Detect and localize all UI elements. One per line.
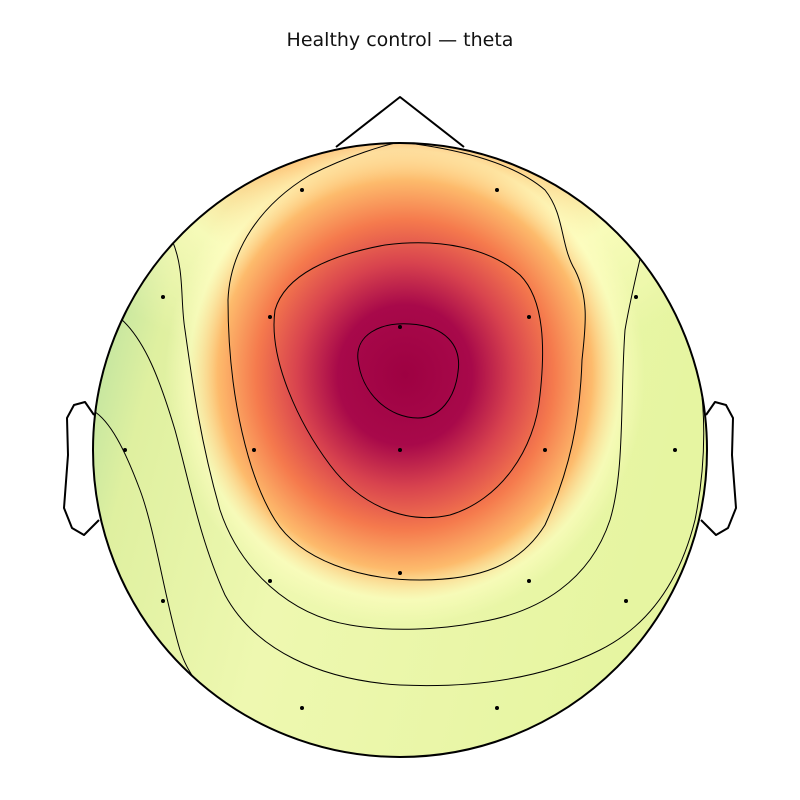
- sensor-14: [268, 579, 272, 583]
- contour-1: [357, 323, 460, 419]
- sensor-1: [300, 188, 304, 192]
- nose-outline: [335, 96, 465, 148]
- sensor-11: [543, 448, 547, 452]
- contour-2: [273, 242, 544, 519]
- head-outline: [92, 142, 708, 758]
- sensor-4: [268, 315, 272, 319]
- sensor-19: [495, 706, 499, 710]
- sensor-8: [123, 448, 127, 452]
- sensor-12: [673, 448, 677, 452]
- topomap-field: [93, 143, 707, 757]
- sensor-7: [634, 295, 638, 299]
- contour-5: [119, 317, 705, 687]
- sensor-18: [300, 706, 304, 710]
- contour-3: [227, 143, 586, 581]
- contour-lines: [93, 143, 705, 687]
- right-ear-outline: [700, 401, 737, 536]
- sensor-markers: [123, 188, 677, 710]
- contour-6: [93, 409, 196, 681]
- sensor-3: [161, 295, 165, 299]
- sensor-10: [398, 448, 402, 452]
- chart-title: Healthy control — theta: [287, 29, 514, 51]
- sensor-15: [398, 571, 402, 575]
- contour-4: [171, 239, 643, 630]
- left-ear-outline: [63, 401, 100, 536]
- sensor-16: [527, 579, 531, 583]
- sensor-2: [495, 188, 499, 192]
- field-central-peak: [165, 143, 645, 625]
- sensor-6: [527, 315, 531, 319]
- sensor-9: [252, 448, 256, 452]
- sensor-17: [624, 599, 628, 603]
- sensor-13: [161, 599, 165, 603]
- sensor-5: [398, 325, 402, 329]
